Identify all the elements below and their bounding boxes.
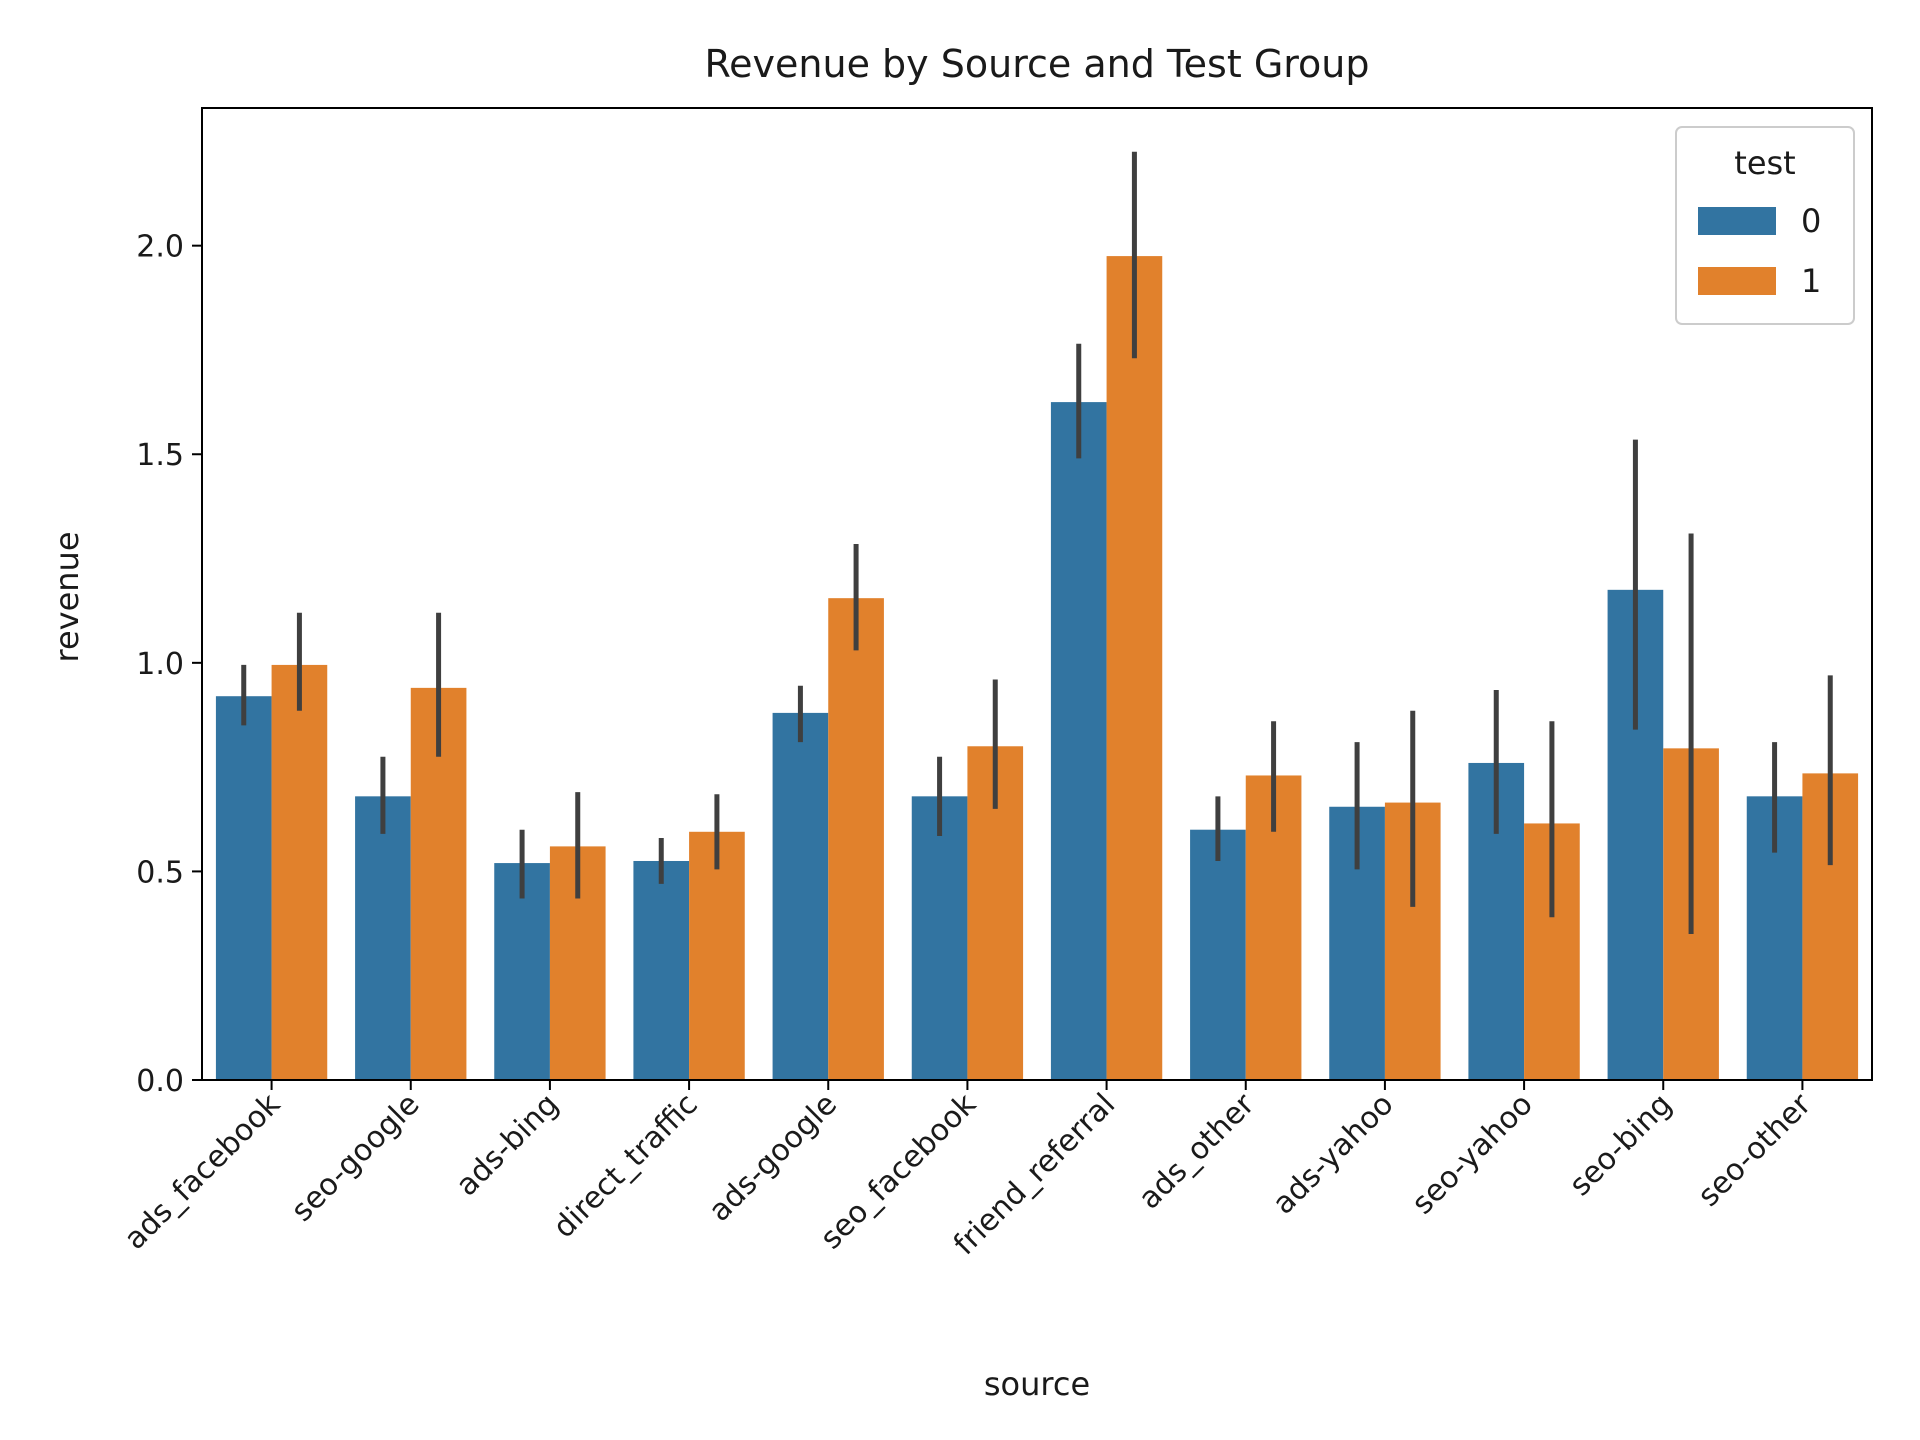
y-tick-label: 2.0 (136, 230, 184, 265)
legend-label-0: 0 (1801, 202, 1821, 240)
x-axis-label: source (984, 1365, 1090, 1403)
y-tick-label: 0.0 (136, 1064, 184, 1099)
bar-ads-bing-test-0 (494, 863, 550, 1080)
y-axis-label: revenue (48, 531, 86, 662)
y-tick-label: 0.5 (136, 855, 184, 890)
legend-title: test (1734, 144, 1795, 182)
legend-swatch-0 (1698, 207, 1776, 235)
y-tick-label: 1.5 (136, 438, 184, 473)
errorbars-layer (241, 151, 1833, 934)
bar-direct_traffic-test-0 (633, 860, 690, 1080)
chart-title: Revenue by Source and Test Group (704, 42, 1369, 86)
bar-ads-google-test-0 (772, 712, 829, 1080)
bar-ads-google-test-1 (828, 598, 884, 1080)
bars-layer (215, 256, 1859, 1080)
bar-ads_other-test-0 (1190, 829, 1246, 1080)
bar-direct_traffic-test-1 (689, 831, 745, 1080)
plot-frame (201, 107, 1873, 1081)
y-tick-label: 1.0 (136, 647, 184, 682)
bar-seo_facebook-test-0 (911, 796, 968, 1080)
bar-friend_referral-test-1 (1106, 256, 1163, 1080)
bar-ads_facebook-test-1 (271, 664, 328, 1080)
bar-seo-google-test-0 (355, 796, 411, 1080)
bar-ads_facebook-test-0 (215, 696, 272, 1080)
y-axis: 0.0 0.5 1.0 1.5 2.0 (136, 230, 202, 1099)
bar-friend_referral-test-0 (1050, 402, 1107, 1080)
legend-swatch-1 (1698, 267, 1776, 295)
legend-label-1: 1 (1801, 262, 1821, 300)
